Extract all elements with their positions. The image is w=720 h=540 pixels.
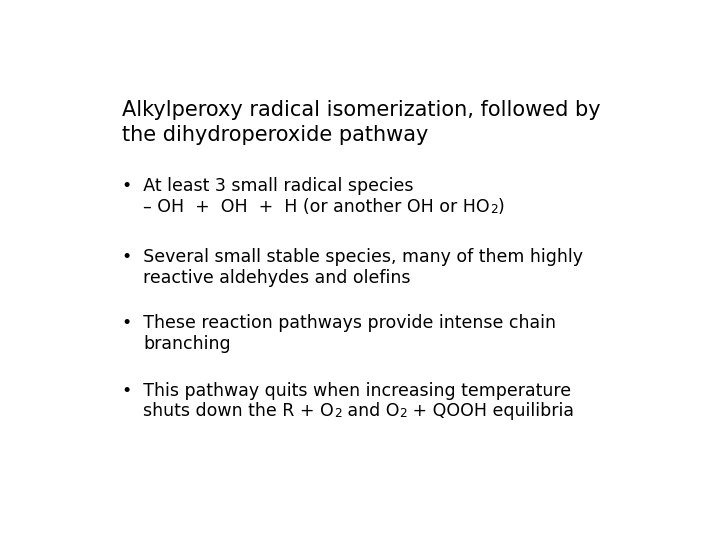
Text: •  Several small stable species, many of them highly: • Several small stable species, many of … <box>122 248 583 266</box>
Text: – OH  +  OH  +  H (or another OH or HO: – OH + OH + H (or another OH or HO <box>143 198 490 216</box>
Text: Alkylperoxy radical isomerization, followed by: Alkylperoxy radical isomerization, follo… <box>122 100 601 120</box>
Text: + QOOH equilibria: + QOOH equilibria <box>407 402 574 421</box>
Text: ): ) <box>498 198 504 216</box>
Text: the dihydroperoxide pathway: the dihydroperoxide pathway <box>122 125 428 145</box>
Text: •  At least 3 small radical species: • At least 3 small radical species <box>122 177 414 195</box>
Text: •  These reaction pathways provide intense chain: • These reaction pathways provide intens… <box>122 314 557 332</box>
Text: 2: 2 <box>334 407 341 421</box>
Text: shuts down the R + O: shuts down the R + O <box>143 402 334 421</box>
Text: 2: 2 <box>399 407 407 421</box>
Text: and O: and O <box>341 402 399 421</box>
Text: •  This pathway quits when increasing temperature: • This pathway quits when increasing tem… <box>122 382 572 400</box>
Text: branching: branching <box>143 335 230 353</box>
Text: reactive aldehydes and olefins: reactive aldehydes and olefins <box>143 268 410 287</box>
Text: 2: 2 <box>490 203 498 216</box>
